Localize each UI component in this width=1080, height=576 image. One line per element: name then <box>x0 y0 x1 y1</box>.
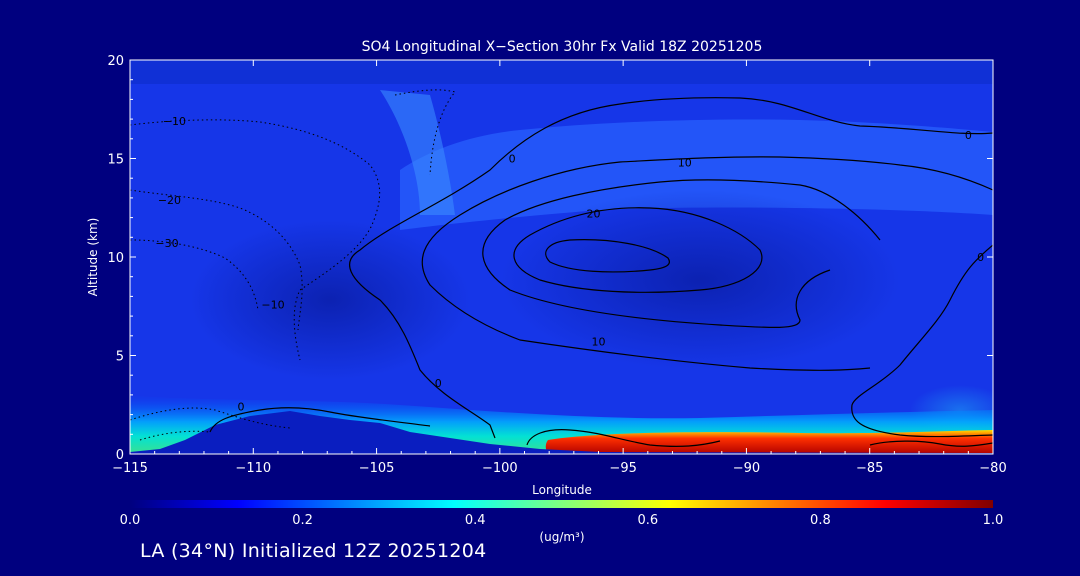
colorbar-tick-label: 0.0 <box>120 513 141 528</box>
contour-surface-mid <box>526 429 721 448</box>
x-tick-label: −90 <box>733 461 760 476</box>
dark-core <box>500 190 900 370</box>
y-tick-label: 0 <box>116 448 124 463</box>
x-tick-label: −115 <box>112 461 148 476</box>
contour-label: −10 <box>261 298 284 311</box>
contour-zero <box>349 97 993 439</box>
colorbar-tick-label: 0.6 <box>637 513 658 528</box>
dark-left-core <box>190 220 470 380</box>
contour-label: −20 <box>158 194 181 207</box>
y-tick-label: 5 <box>116 350 124 365</box>
contour-surface-right <box>869 440 993 447</box>
contour-right-edge <box>851 244 993 438</box>
y-tick-label: 10 <box>107 251 124 266</box>
concentration-field: 0 0 0 0 0 10 10 20 −10 −20 −30 −10 <box>130 60 993 454</box>
contour-label: 10 <box>591 336 605 349</box>
y-tick-label: 20 <box>107 54 124 69</box>
colorbar-label: (ug/m³) <box>539 530 584 544</box>
y-axis: 0 5 10 15 20 <box>107 54 993 463</box>
x-tick-label: −85 <box>856 461 883 476</box>
x-axis: −115 −110 −105 −100 −95 −90 −85 −80 <box>112 60 1007 476</box>
upper-band <box>130 60 993 84</box>
y-tick-label: 15 <box>107 153 124 168</box>
light-streak <box>380 90 455 215</box>
x-tick-label: −100 <box>482 461 518 476</box>
dashed-contours <box>130 89 456 441</box>
solid-contours <box>209 97 993 448</box>
contour-label: 10 <box>678 156 692 169</box>
contour-ten <box>421 156 993 371</box>
x-tick-label: −95 <box>609 461 636 476</box>
colorbar-tick-label: 0.2 <box>292 513 313 528</box>
colorbar-tick-label: 1.0 <box>983 513 1004 528</box>
x-tick-label: −80 <box>979 461 1006 476</box>
x-tick-label: −110 <box>235 461 271 476</box>
contour-twenty <box>482 179 881 329</box>
contour-label: −30 <box>155 237 178 250</box>
initialization-caption: LA (34°N) Initialized 12Z 20251204 <box>140 540 487 562</box>
contour-thirty <box>513 207 763 293</box>
hot-layer <box>545 430 993 454</box>
colorbar-tick-label: 0.8 <box>810 513 831 528</box>
neg-contour-lower-left <box>130 407 291 429</box>
contour-label: 0 <box>435 377 442 390</box>
contour-label: 0 <box>977 251 984 264</box>
contour-surface-left <box>209 407 431 433</box>
contour-label: −10 <box>163 115 186 128</box>
y-axis-label: Altitude (km) <box>86 218 100 297</box>
neg-contour-upper <box>394 89 456 176</box>
colorbar <box>130 500 993 508</box>
contour-label: 0 <box>237 401 244 414</box>
terrain <box>130 411 993 454</box>
contour-label: 20 <box>587 208 601 221</box>
colorbar-tick-label: 0.4 <box>465 513 486 528</box>
contour-labels: 0 0 0 0 0 10 10 20 −10 −20 −30 −10 <box>155 115 984 414</box>
chart-title: SO4 Longitudinal X−Section 30hr Fx Valid… <box>362 39 763 55</box>
contour-label: 0 <box>509 153 516 166</box>
contour-label: 0 <box>965 129 972 142</box>
x-tick-label: −105 <box>359 461 395 476</box>
x-axis-label: Longitude <box>532 483 592 497</box>
contour-forty <box>545 239 670 273</box>
colorbar-ticks: 0.0 0.2 0.4 0.6 0.8 1.0 <box>120 513 1004 528</box>
